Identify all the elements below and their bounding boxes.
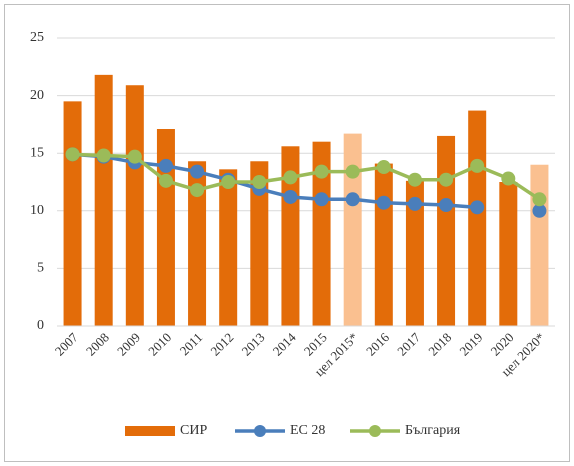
marker	[532, 192, 547, 207]
legend-label: СИР	[180, 423, 207, 438]
marker	[470, 200, 485, 215]
bar	[343, 133, 362, 326]
marker	[407, 172, 422, 187]
marker	[96, 148, 111, 163]
legend-swatch	[254, 425, 266, 437]
marker	[439, 172, 454, 187]
y-tick-label: 5	[37, 261, 44, 276]
y-tick-label: 25	[30, 30, 44, 45]
bar	[499, 182, 518, 326]
marker	[158, 173, 173, 188]
marker	[470, 158, 485, 173]
marker	[158, 158, 173, 173]
marker	[376, 160, 391, 175]
bar	[437, 135, 456, 326]
bar	[94, 74, 113, 326]
marker	[314, 164, 329, 179]
marker	[439, 198, 454, 213]
bar	[281, 146, 300, 326]
marker	[314, 192, 329, 207]
y-tick-label: 15	[30, 145, 44, 160]
marker	[501, 171, 516, 186]
marker	[283, 170, 298, 185]
bar	[312, 141, 331, 326]
bar	[125, 85, 144, 327]
legend-swatch	[369, 425, 381, 437]
y-tick-label: 0	[37, 318, 44, 333]
bar	[250, 161, 269, 326]
line	[72, 152, 541, 201]
bar	[468, 110, 487, 327]
bar	[188, 161, 207, 326]
marker	[376, 195, 391, 210]
marker	[127, 149, 142, 164]
legend-label: ЕС 28	[290, 423, 325, 438]
marker	[345, 192, 360, 207]
bar	[156, 129, 175, 326]
marker	[190, 183, 205, 198]
legend-swatch	[125, 426, 175, 436]
marker	[190, 164, 205, 179]
bar	[374, 163, 393, 326]
marker	[65, 147, 80, 162]
legend-label: България	[405, 423, 461, 438]
bar	[530, 164, 549, 326]
marker	[221, 175, 236, 189]
bar	[405, 180, 424, 326]
bar	[219, 169, 238, 326]
marker	[252, 175, 267, 189]
bar	[63, 101, 82, 326]
marker	[283, 189, 298, 204]
marker	[345, 164, 360, 179]
marker	[532, 203, 547, 218]
y-tick-label: 20	[30, 88, 44, 103]
marker	[407, 196, 422, 211]
y-tick-label: 10	[30, 203, 44, 218]
